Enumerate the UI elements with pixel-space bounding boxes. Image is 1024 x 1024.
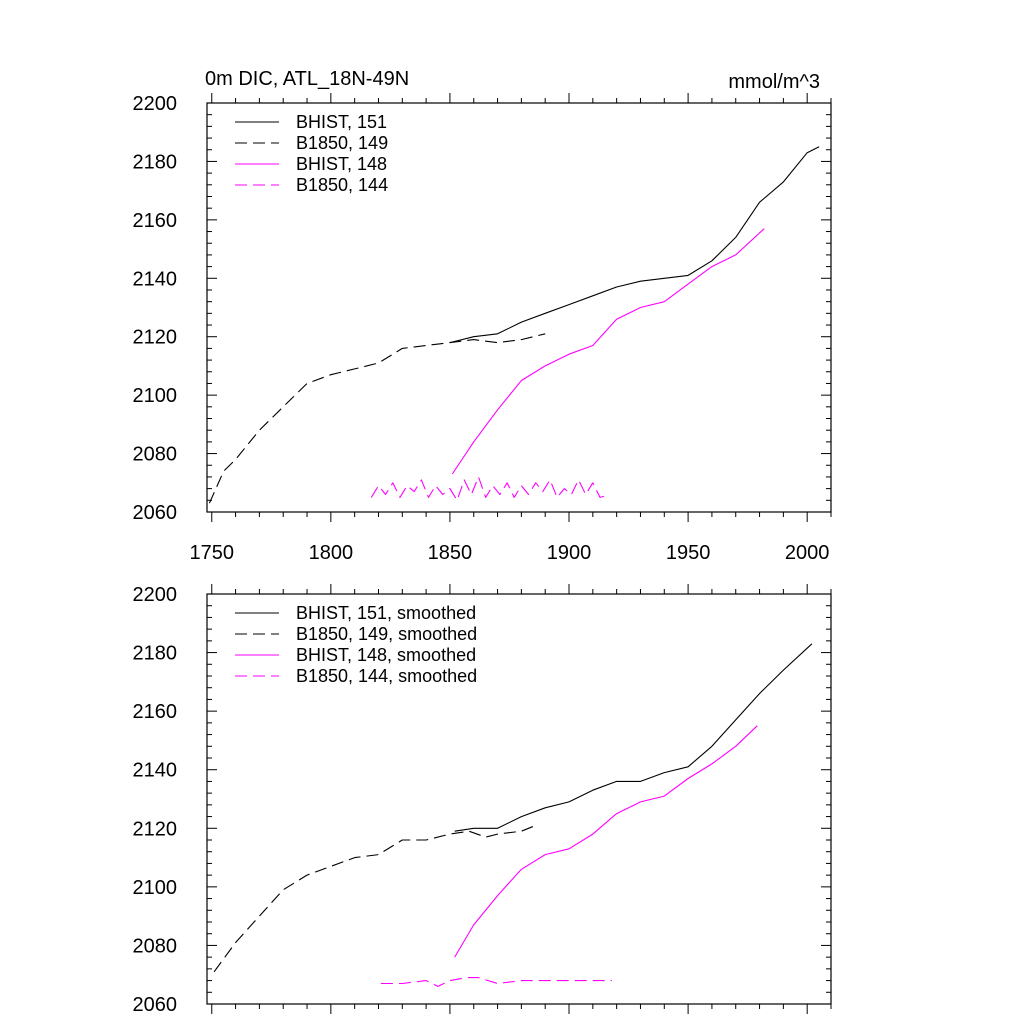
units-label: mmol/m^3 (728, 71, 820, 93)
x-tick-label: 1750 (190, 542, 235, 564)
y-tick-label: 2120 (133, 327, 178, 349)
y-tick-label: 2100 (133, 385, 178, 407)
y-tick-label: 2060 (133, 994, 178, 1016)
series-line-3 (454, 725, 758, 958)
y-tick-label: 2200 (133, 93, 178, 115)
plot-frame (206, 593, 832, 1005)
legend-label: B1850, 144 (296, 175, 388, 195)
series-line-3 (451, 228, 765, 475)
series-line-1 (454, 643, 813, 832)
y-tick-label: 2080 (133, 935, 178, 957)
legend-label: BHIST, 148 (296, 154, 387, 174)
series-line-1 (449, 146, 820, 344)
series-line-2 (213, 824, 536, 973)
x-tick-label: 1850 (428, 542, 473, 564)
y-tick-label: 2140 (133, 760, 178, 782)
y-tick-label: 2100 (133, 877, 178, 899)
y-tick-label: 2060 (133, 502, 178, 524)
legend-label: BHIST, 151, smoothed (296, 603, 476, 623)
y-tick-label: 2200 (133, 584, 178, 606)
legend-label: B1850, 149, smoothed (296, 624, 477, 644)
legend-label: B1850, 149 (296, 133, 388, 153)
y-tick-label: 2080 (133, 444, 178, 466)
series-line-4 (370, 476, 610, 501)
y-tick-label: 2160 (133, 210, 178, 232)
x-tick-label: 1900 (547, 542, 592, 564)
series-line-2 (208, 333, 546, 504)
legend-label: BHIST, 151 (296, 112, 387, 132)
y-tick-label: 2120 (133, 818, 178, 840)
y-tick-label: 2160 (133, 701, 178, 723)
series-line-4 (380, 977, 612, 987)
y-tick-label: 2180 (133, 151, 178, 173)
x-tick-label: 1800 (309, 542, 354, 564)
legend-label: BHIST, 148, smoothed (296, 645, 476, 665)
chart-title: 0m DIC, ATL_18N-49N (205, 68, 409, 90)
legend-label: B1850, 144, smoothed (296, 666, 477, 686)
plot-frame (206, 102, 832, 513)
y-tick-label: 2180 (133, 643, 178, 665)
x-tick-label: 1950 (666, 542, 711, 564)
x-tick-label: 2000 (785, 542, 830, 564)
panel-bottom: 2060 2080 2100 2120 2140 2160 2180 2200 BHIST, 1… (133, 584, 832, 1016)
panel-top: 2060 2080 2100 2120 2140 2160 2180 2200 1750 1800… (133, 68, 832, 564)
y-tick-label: 2140 (133, 268, 178, 290)
